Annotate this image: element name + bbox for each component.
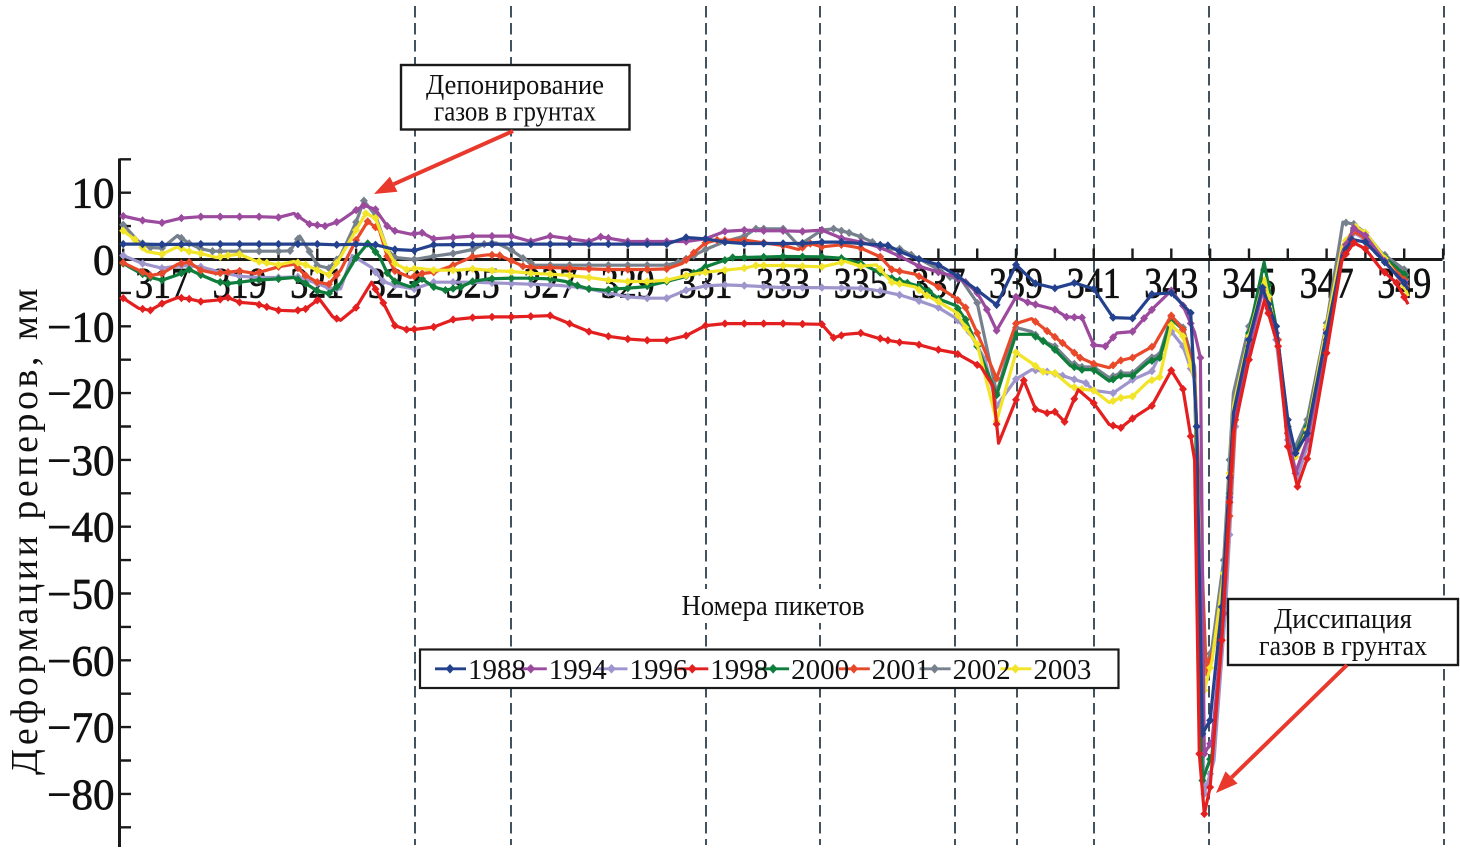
svg-text:343: 343 [1144, 261, 1198, 308]
svg-text:2001: 2001 [872, 654, 930, 686]
svg-text:−50: −50 [47, 572, 114, 619]
svg-text:10: 10 [72, 171, 115, 218]
svg-text:−60: −60 [47, 638, 114, 685]
svg-text:−10: −10 [47, 304, 114, 351]
svg-text:Депонирование: Депонирование [426, 69, 604, 101]
svg-text:0: 0 [93, 238, 115, 285]
svg-text:газов в грунтах: газов в грунтах [1259, 630, 1427, 662]
svg-text:Номера пикетов: Номера пикетов [682, 590, 865, 622]
svg-text:газов в грунтах: газов в грунтах [434, 96, 596, 128]
svg-text:1998: 1998 [710, 654, 768, 686]
svg-text:−80: −80 [47, 772, 114, 819]
svg-text:1996: 1996 [630, 654, 688, 686]
svg-text:2000: 2000 [791, 654, 849, 686]
svg-text:347: 347 [1300, 261, 1354, 308]
svg-text:−70: −70 [47, 705, 114, 752]
svg-text:2002: 2002 [953, 654, 1011, 686]
svg-text:1994: 1994 [549, 654, 608, 686]
svg-text:Диссипация: Диссипация [1274, 603, 1412, 635]
svg-text:2003: 2003 [1033, 654, 1091, 686]
svg-text:−40: −40 [47, 505, 114, 552]
svg-text:1988: 1988 [468, 654, 526, 686]
svg-text:Деформации реперов, мм: Деформации реперов, мм [4, 285, 46, 775]
svg-text:−20: −20 [47, 371, 114, 418]
svg-text:−30: −30 [47, 438, 114, 485]
